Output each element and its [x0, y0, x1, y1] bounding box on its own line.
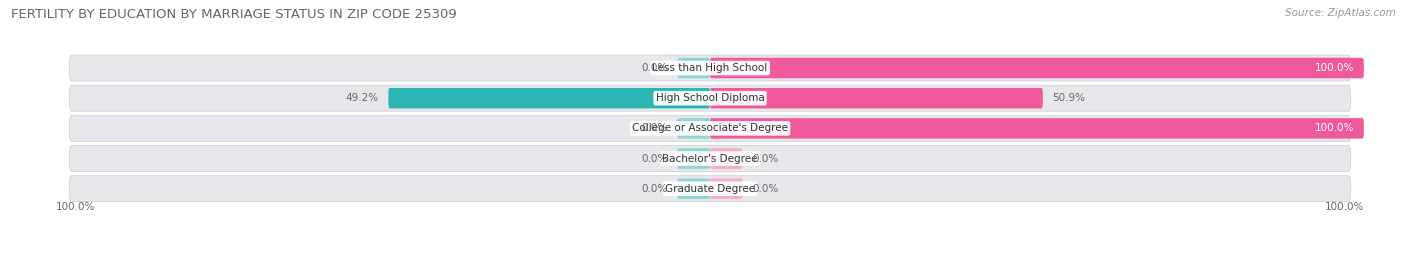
Text: Bachelor's Degree: Bachelor's Degree: [662, 154, 758, 164]
Text: Graduate Degree: Graduate Degree: [665, 184, 755, 194]
Text: 49.2%: 49.2%: [346, 93, 378, 103]
Text: 0.0%: 0.0%: [641, 123, 668, 133]
FancyBboxPatch shape: [678, 118, 710, 139]
FancyBboxPatch shape: [69, 176, 1351, 202]
Text: 0.0%: 0.0%: [752, 184, 779, 194]
FancyBboxPatch shape: [678, 148, 710, 169]
FancyBboxPatch shape: [710, 88, 1043, 108]
FancyBboxPatch shape: [69, 146, 1351, 172]
Text: High School Diploma: High School Diploma: [655, 93, 765, 103]
FancyBboxPatch shape: [710, 178, 742, 199]
FancyBboxPatch shape: [388, 88, 710, 108]
Text: 0.0%: 0.0%: [641, 154, 668, 164]
Text: 50.9%: 50.9%: [1053, 93, 1085, 103]
Text: 100.0%: 100.0%: [1315, 63, 1354, 73]
Text: Source: ZipAtlas.com: Source: ZipAtlas.com: [1285, 8, 1396, 18]
FancyBboxPatch shape: [710, 118, 1364, 139]
Text: 0.0%: 0.0%: [752, 154, 779, 164]
FancyBboxPatch shape: [678, 178, 710, 199]
Text: 0.0%: 0.0%: [641, 184, 668, 194]
Text: Less than High School: Less than High School: [652, 63, 768, 73]
Text: College or Associate's Degree: College or Associate's Degree: [633, 123, 787, 133]
FancyBboxPatch shape: [69, 55, 1351, 81]
FancyBboxPatch shape: [69, 85, 1351, 111]
Text: 100.0%: 100.0%: [56, 202, 96, 213]
FancyBboxPatch shape: [710, 58, 1364, 78]
Text: FERTILITY BY EDUCATION BY MARRIAGE STATUS IN ZIP CODE 25309: FERTILITY BY EDUCATION BY MARRIAGE STATU…: [11, 8, 457, 21]
FancyBboxPatch shape: [69, 115, 1351, 141]
FancyBboxPatch shape: [710, 148, 742, 169]
Text: 0.0%: 0.0%: [641, 63, 668, 73]
Text: 100.0%: 100.0%: [1324, 202, 1364, 213]
Text: 100.0%: 100.0%: [1315, 123, 1354, 133]
FancyBboxPatch shape: [678, 58, 710, 78]
